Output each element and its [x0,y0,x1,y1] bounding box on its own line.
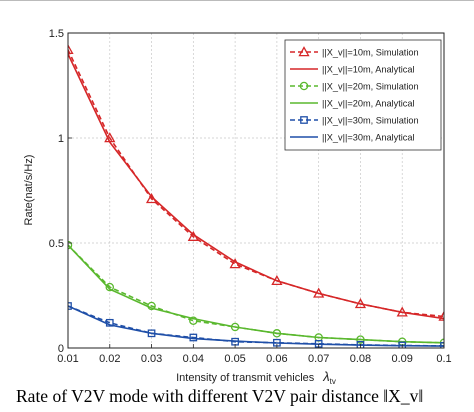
x-tick-label: 0.08 [350,353,371,365]
data-point [105,282,115,292]
series-line [68,305,444,347]
x-tick-label: 0.04 [183,353,204,365]
x-tick-label: 0.05 [224,353,245,365]
legend-label: ||X_v||=20m, Analytical [322,99,415,109]
legend-item: ||X_v||=10m, Analytical [290,65,415,75]
x-tick-label: 0.03 [141,353,162,365]
y-tick-label: 1.5 [49,28,64,40]
legend-item: ||X_v||=20m, Simulation [290,82,419,92]
line-chart: 0.01 0.02 0.03 0.04 0.05 0.06 0.07 0.08 0.09 0.1 0… [23,28,452,386]
legend-item: ||X_v||=20m, Analytical [290,99,415,109]
x-tick-label: 0.07 [308,353,329,365]
legend-marker-sample [299,81,309,91]
x-axis-label-symbol: λ [322,369,329,384]
x-axis-label-text: Intensity of transmit vehicles [176,372,315,384]
legend-item: ||X_v||=10m, Simulation [290,46,419,58]
data-point [68,43,74,55]
y-tick-label: 1 [58,133,64,145]
data-point [438,310,444,321]
plot-frame [67,32,445,349]
x-tick-label: 0.06 [266,353,287,365]
legend-item: ||X_v||=30m, Simulation [290,116,419,126]
legend-label: ||X_v||=30m, Analytical [322,133,415,143]
y-axis-label: Rate(nat/s/Hz) [23,155,35,226]
series-5 [68,305,444,347]
series-1 [68,53,444,320]
x-tick-label: 0.02 [99,353,120,365]
top-rule [0,0,474,1]
x-axis-label: Intensity of transmit vehicles λtv [176,369,336,386]
x-tick-label: 0.09 [392,353,413,365]
x-tick-label: 0.01 [57,353,78,365]
caption-text: Rate of V2V mode with different V2V pair… [16,386,424,406]
axis-ticks: 0.01 0.02 0.03 0.04 0.05 0.06 0.07 0.08 0.09 0.1 0… [49,28,452,365]
legend-box [284,39,442,151]
legend-label: ||X_v||=10m, Simulation [322,48,419,58]
legend-marker-sample [300,116,308,124]
figure-caption: Rate of V2V mode with different V2V pair… [0,386,474,412]
legend-label: ||X_v||=10m, Analytical [322,65,415,75]
series-layer [68,43,444,348]
series-3 [68,244,444,344]
series-line [68,53,444,320]
legend-label: ||X_v||=20m, Simulation [322,82,419,92]
x-tick-label: 0.1 [436,353,451,365]
legend-label: ||X_v||=30m, Simulation [322,116,419,126]
legend-item: ||X_v||=30m, Analytical [290,133,415,143]
x-axis-label-subscript: tv [330,377,336,386]
series-line [68,49,444,318]
data-point [189,316,198,325]
series-line [68,244,444,344]
y-tick-label: 0.5 [49,238,64,250]
legend: ||X_v||=10m, Simulation ||X_v||=10m, Anal… [284,39,442,151]
legend-marker-sample [298,46,310,57]
y-tick-label: 0 [58,343,64,355]
